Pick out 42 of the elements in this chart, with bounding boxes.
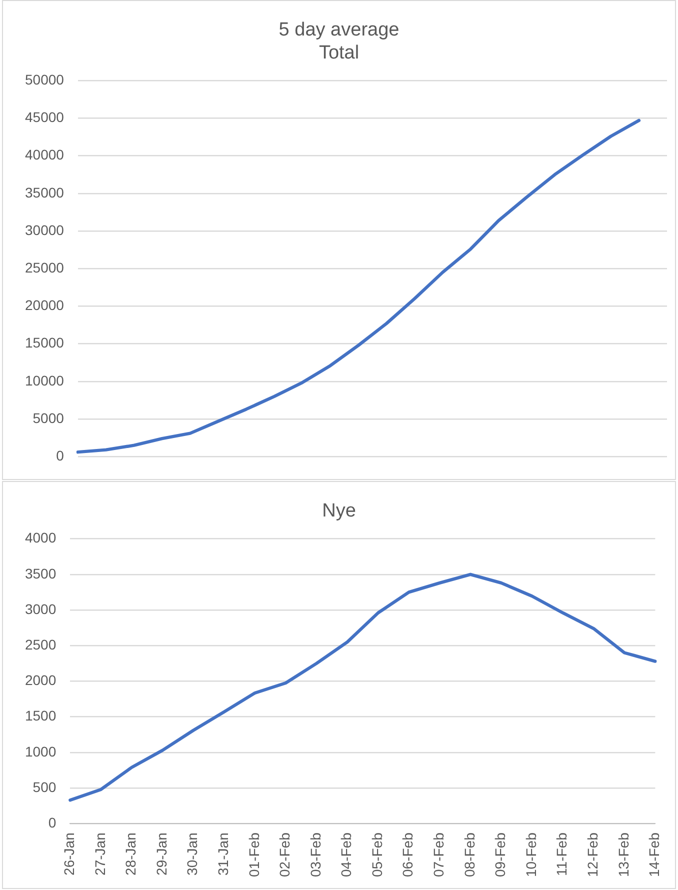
- x-tick-label: 26-Jan: [61, 832, 78, 876]
- y-tick-label: 3000: [24, 600, 56, 617]
- y-tick-label: 0: [56, 447, 64, 464]
- x-tick-label: 30-Jan: [184, 832, 200, 876]
- x-tick-label: 29-Jan: [153, 832, 170, 876]
- y-tick-label: 25000: [24, 259, 64, 276]
- y-tick-label: 4000: [24, 530, 56, 546]
- y-tick-label: 2000: [24, 672, 56, 688]
- x-tick-label: 31-Jan: [214, 832, 231, 876]
- y-tick-label: 45000: [24, 109, 64, 126]
- x-tick-label: 07-Feb: [430, 832, 447, 877]
- x-tick-label: 11-Feb: [554, 832, 570, 876]
- x-tick-label: 05-Feb: [368, 832, 385, 877]
- chart-title: 5 day average Total: [278, 20, 400, 64]
- x-tick-label: 04-Feb: [338, 832, 354, 877]
- y-tick-label: 15000: [24, 334, 64, 351]
- y-tick-label: 40000: [24, 146, 64, 163]
- x-tick-label: 14-Feb: [646, 832, 662, 877]
- y-tick-label: 10000: [24, 372, 64, 388]
- y-tick-label: 5000: [32, 410, 64, 426]
- x-tick-label: 09-Feb: [492, 832, 508, 877]
- x-tick-label: 10-Feb: [522, 832, 539, 877]
- y-tick-label: 1500: [24, 708, 56, 724]
- x-tick-label: 06-Feb: [400, 832, 416, 877]
- chart-title: Nye: [322, 500, 356, 522]
- y-tick-label: 2500: [24, 636, 56, 652]
- y-tick-label: 35000: [24, 184, 64, 200]
- y-tick-label: 0: [48, 814, 56, 830]
- x-tick-label: 01-Feb: [246, 832, 262, 877]
- x-tick-label: 02-Feb: [276, 832, 293, 877]
- y-tick-label: 30000: [24, 222, 64, 238]
- x-tick-label: 08-Feb: [461, 832, 478, 877]
- x-tick-label: 03-Feb: [307, 832, 324, 877]
- y-tick-label: 1000: [24, 743, 56, 760]
- x-tick-label: 28-Jan: [122, 832, 139, 876]
- y-tick-label: 500: [32, 778, 56, 795]
- x-tick-label: 27-Jan: [92, 832, 108, 876]
- y-tick-label: 50000: [24, 71, 64, 88]
- y-tick-label: 3500: [24, 565, 56, 582]
- x-tick-label: 12-Feb: [584, 832, 600, 877]
- x-tick-label: 13-Feb: [615, 832, 632, 877]
- y-tick-label: 20000: [24, 297, 64, 314]
